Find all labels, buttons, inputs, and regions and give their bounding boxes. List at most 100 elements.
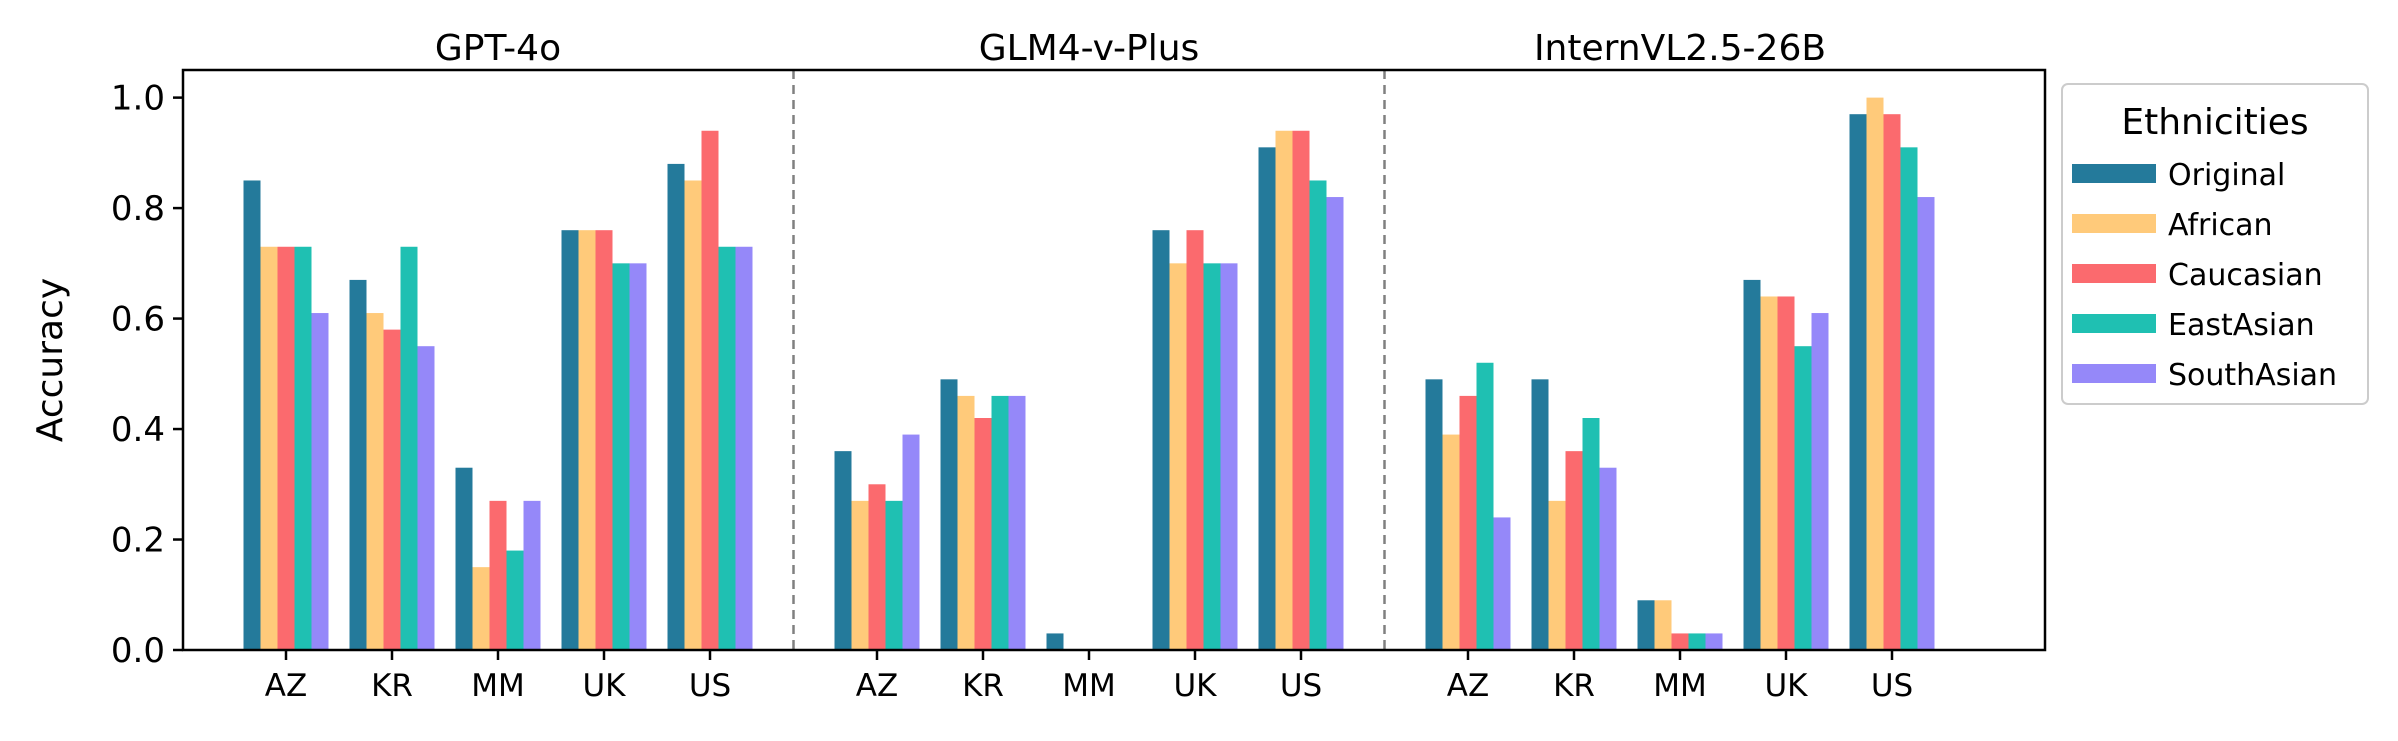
y-tick-label: 0.8 [111,189,165,229]
y-tick-label: 0.0 [111,631,165,671]
x-tick-label: MM [1653,668,1707,704]
bar-eastasian-mm [506,550,524,650]
bar-eastasian-us [1900,147,1918,651]
bar-african-kr [1548,500,1566,650]
group-title: InternVL2.5-26B [1534,28,1826,69]
x-tick-label: UK [1764,668,1808,704]
bar-eastasian-kr [400,246,418,650]
bar-original-kr [1531,379,1549,650]
bar-southasian-kr [1008,395,1026,650]
bar-african-uk [1169,263,1187,650]
bar-southasian-uk [1811,313,1829,650]
bar-african-us [1866,97,1884,651]
bar-african-az [1442,434,1460,650]
bar-southasian-kr [417,346,435,650]
bars [243,97,1935,651]
bar-southasian-us [1917,197,1935,651]
bar-eastasian-mm [1688,633,1706,650]
legend-label-southasian: SouthAsian [2168,358,2337,393]
bar-eastasian-uk [612,263,630,650]
bar-eastasian-az [885,500,903,650]
x-tick-label: KR [1553,668,1595,704]
y-tick-label: 0.6 [111,300,165,340]
legend-label-eastasian: EastAsian [2168,308,2315,343]
bar-original-uk [561,230,579,650]
legend-swatch-caucasian [2072,264,2156,283]
y-tick-label: 1.0 [111,79,165,119]
legend-label-original: Original [2168,158,2285,193]
bar-caucasian-kr [974,418,992,650]
legend-title: Ethnicities [2121,102,2308,143]
bar-southasian-az [1493,517,1511,650]
y-axis-label: Accuracy [30,278,71,442]
x-tick-label: UK [582,668,626,704]
bar-original-us [1258,147,1276,651]
bar-original-uk [1152,230,1170,650]
bar-caucasian-kr [383,329,401,650]
bar-african-kr [957,395,975,650]
x-tick-label: KR [371,668,413,704]
x-tick-label: US [689,668,731,704]
bar-caucasian-us [1883,114,1901,650]
bar-african-kr [366,313,384,650]
legend-swatch-eastasian [2072,314,2156,333]
bar-caucasian-mm [1671,633,1689,650]
bar-eastasian-uk [1203,263,1221,650]
bar-caucasian-us [701,130,719,650]
bar-african-uk [1760,296,1778,650]
bar-original-us [667,163,685,650]
x-tick-label: US [1871,668,1913,704]
bar-southasian-mm [523,500,541,650]
bar-original-mm [455,467,473,650]
bar-southasian-kr [1599,467,1617,650]
plot-frame [181,68,2047,652]
bar-original-us [1849,114,1867,650]
bar-eastasian-az [294,246,312,650]
group-title: GPT-4o [435,28,561,69]
bar-eastasian-kr [991,395,1009,650]
bar-caucasian-us [1292,130,1310,650]
x-tick-label: KR [962,668,1004,704]
legend: Ethnicities Original African Caucasian EastA… [2061,83,2369,405]
bar-african-mm [472,567,490,650]
bar-southasian-az [902,434,920,650]
x-tick-label: AZ [1447,668,1489,704]
bar-caucasian-mm [489,500,507,650]
bar-original-mm [1046,633,1064,650]
bar-caucasian-uk [595,230,613,650]
bar-original-az [243,180,261,650]
bar-southasian-az [311,313,329,650]
x-tick-label: US [1280,668,1322,704]
bar-caucasian-az [1459,395,1477,650]
group-separators [792,70,1386,650]
bar-eastasian-az [1476,362,1494,650]
x-tick-label: MM [1062,668,1116,704]
x-tick-label: AZ [856,668,898,704]
legend-swatch-southasian [2072,364,2156,383]
bar-original-mm [1637,600,1655,650]
legend-swatch-original [2072,164,2156,183]
bar-caucasian-uk [1777,296,1795,650]
bar-original-uk [1743,279,1761,650]
bar-caucasian-uk [1186,230,1204,650]
bar-southasian-mm [1705,633,1723,650]
bar-southasian-uk [629,263,647,650]
bar-eastasian-kr [1582,418,1600,650]
bar-original-az [1425,379,1443,650]
bar-african-us [1275,130,1293,650]
group-title: GLM4-v-Plus [979,28,1200,69]
bar-original-kr [940,379,958,650]
x-tick-label: MM [471,668,525,704]
bar-african-az [260,246,278,650]
bar-caucasian-kr [1565,451,1583,650]
bar-eastasian-us [718,246,736,650]
bar-southasian-us [735,246,753,650]
legend-label-african: African [2168,208,2273,243]
bar-caucasian-az [868,484,886,650]
group-titles: GPT-4o GLM4-v-Plus InternVL2.5-26B [435,28,1826,69]
bar-african-us [684,180,702,650]
bar-african-uk [578,230,596,650]
y-tick-label: 0.4 [111,410,165,450]
bar-caucasian-az [277,246,295,650]
